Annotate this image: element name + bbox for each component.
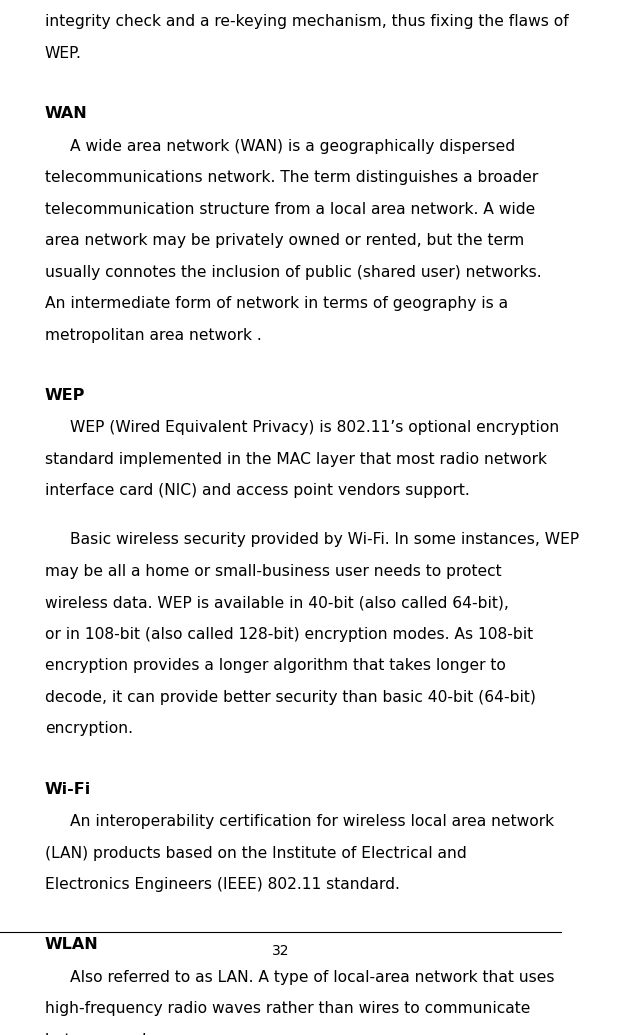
Text: may be all a home or small-business user needs to protect: may be all a home or small-business user… <box>45 564 501 579</box>
Text: decode, it can provide better security than basic 40-bit (64-bit): decode, it can provide better security t… <box>45 690 536 705</box>
Text: Electronics Engineers (IEEE) 802.11 standard.: Electronics Engineers (IEEE) 802.11 stan… <box>45 877 400 892</box>
Text: WLAN: WLAN <box>45 938 99 952</box>
Text: A wide area network (WAN) is a geographically dispersed: A wide area network (WAN) is a geographi… <box>70 139 516 153</box>
Text: WAN: WAN <box>45 106 87 121</box>
Text: high-frequency radio waves rather than wires to communicate: high-frequency radio waves rather than w… <box>45 1001 530 1016</box>
Text: encryption.: encryption. <box>45 721 133 736</box>
Text: An intermediate form of network in terms of geography is a: An intermediate form of network in terms… <box>45 296 508 312</box>
Text: usually connotes the inclusion of public (shared user) networks.: usually connotes the inclusion of public… <box>45 265 542 279</box>
Text: integrity check and a re-keying mechanism, thus fixing the flaws of: integrity check and a re-keying mechanis… <box>45 14 568 29</box>
Text: An interoperability certification for wireless local area network: An interoperability certification for wi… <box>70 815 554 829</box>
Text: Also referred to as LAN. A type of local-area network that uses: Also referred to as LAN. A type of local… <box>70 970 554 984</box>
Text: telecommunication structure from a local area network. A wide: telecommunication structure from a local… <box>45 202 535 216</box>
Text: 32: 32 <box>272 944 290 958</box>
Text: interface card (NIC) and access point vendors support.: interface card (NIC) and access point ve… <box>45 483 470 499</box>
Text: wireless data. WEP is available in 40-bit (also called 64-bit),: wireless data. WEP is available in 40-bi… <box>45 595 508 611</box>
Text: encryption provides a longer algorithm that takes longer to: encryption provides a longer algorithm t… <box>45 658 506 674</box>
Text: between nodes.: between nodes. <box>45 1033 169 1035</box>
Text: or in 108-bit (also called 128-bit) encryption modes. As 108-bit: or in 108-bit (also called 128-bit) encr… <box>45 627 533 642</box>
Text: area network may be privately owned or rented, but the term: area network may be privately owned or r… <box>45 233 524 248</box>
Text: WEP (Wired Equivalent Privacy) is 802.11’s optional encryption: WEP (Wired Equivalent Privacy) is 802.11… <box>70 420 560 436</box>
Text: standard implemented in the MAC layer that most radio network: standard implemented in the MAC layer th… <box>45 452 547 467</box>
Text: Wi-Fi: Wi-Fi <box>45 781 91 797</box>
Text: WEP.: WEP. <box>45 46 82 61</box>
Text: WEP: WEP <box>45 388 85 403</box>
Text: (LAN) products based on the Institute of Electrical and: (LAN) products based on the Institute of… <box>45 846 466 860</box>
Text: Basic wireless security provided by Wi-Fi. In some instances, WEP: Basic wireless security provided by Wi-F… <box>70 532 579 548</box>
Text: telecommunications network. The term distinguishes a broader: telecommunications network. The term dis… <box>45 170 538 185</box>
Text: metropolitan area network .: metropolitan area network . <box>45 328 262 343</box>
